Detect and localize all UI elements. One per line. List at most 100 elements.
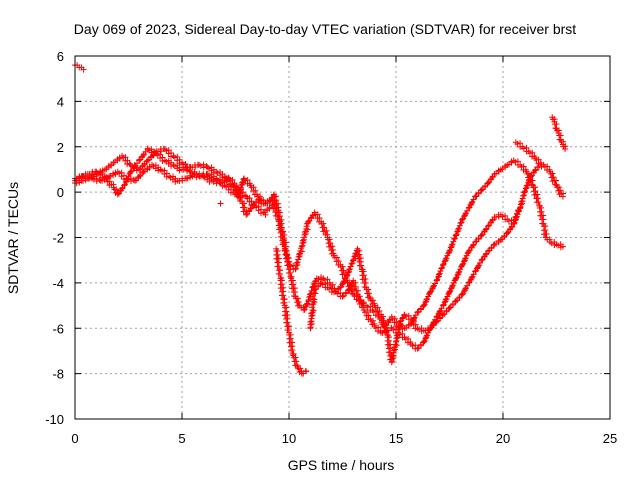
- data-point: [528, 181, 535, 188]
- data-point: [526, 177, 533, 184]
- data-point: [520, 192, 527, 199]
- data-point: [365, 290, 372, 297]
- data-point: [340, 279, 347, 286]
- data-point: [512, 159, 519, 166]
- data-point: [420, 302, 427, 309]
- data-point: [449, 301, 456, 308]
- data-point: [447, 247, 454, 254]
- data-point: [497, 236, 504, 243]
- data-point: [550, 174, 557, 181]
- x-tick-label: 0: [71, 431, 78, 446]
- data-point: [137, 173, 144, 180]
- data-point: [119, 185, 126, 192]
- y-tick-label: -2: [52, 231, 64, 246]
- data-point: [417, 306, 424, 313]
- data-point: [321, 224, 328, 231]
- data-point: [452, 275, 459, 282]
- data-point: [436, 308, 443, 315]
- data-point: [414, 345, 421, 352]
- data-point: [303, 368, 310, 375]
- data-point: [458, 219, 465, 226]
- data-point: [399, 315, 406, 322]
- y-tick-label: -4: [52, 276, 64, 291]
- x-tick-label: 20: [496, 431, 510, 446]
- data-point: [435, 271, 442, 278]
- y-tick-label: 6: [57, 49, 64, 64]
- data-point: [305, 218, 312, 225]
- data-point: [465, 279, 472, 286]
- data-point: [358, 262, 365, 269]
- data-point: [423, 333, 430, 340]
- x-tick-label: 25: [603, 431, 617, 446]
- data-point: [430, 283, 437, 290]
- data-point: [465, 205, 472, 212]
- data-point: [300, 307, 307, 314]
- data-point: [489, 217, 496, 224]
- data-point: [454, 228, 461, 235]
- data-point: [456, 222, 463, 229]
- data-point: [114, 191, 121, 198]
- data-point: [370, 297, 377, 304]
- data-point: [455, 269, 462, 276]
- data-point: [475, 190, 482, 197]
- data-point: [448, 241, 455, 248]
- data-point: [501, 233, 508, 240]
- data-point: [510, 220, 517, 227]
- data-point: [511, 216, 518, 223]
- data-point: [345, 266, 352, 273]
- data-point: [293, 259, 300, 266]
- data-point: [414, 309, 421, 316]
- data-point: [352, 250, 359, 257]
- data-point: [110, 159, 117, 166]
- data-point: [136, 166, 143, 173]
- data-point: [329, 243, 336, 250]
- data-point: [268, 202, 275, 209]
- data-point: [420, 338, 427, 345]
- data-point: [370, 317, 377, 324]
- data-point: [326, 286, 333, 293]
- data-point: [391, 344, 398, 351]
- data-point: [482, 251, 489, 258]
- data-point: [301, 229, 308, 236]
- data-point: [352, 279, 359, 286]
- data-point: [442, 255, 449, 262]
- data-point: [241, 204, 248, 211]
- data-point: [357, 296, 364, 303]
- data-point: [452, 298, 459, 305]
- data-point: [446, 304, 453, 311]
- data-point: [307, 319, 314, 326]
- data-point: [489, 174, 496, 181]
- data-point: [238, 179, 245, 186]
- data-point: [348, 260, 355, 267]
- data-point: [524, 182, 531, 189]
- data-point: [386, 317, 393, 324]
- data-point: [356, 293, 363, 300]
- data-point: [141, 161, 148, 168]
- data-point: [126, 160, 133, 167]
- data-point: [435, 274, 442, 281]
- data-point: [442, 296, 449, 303]
- data-point: [344, 272, 351, 279]
- data-point: [352, 283, 359, 290]
- data-point: [234, 193, 241, 200]
- data-point: [440, 302, 447, 309]
- data-point: [461, 255, 468, 262]
- data-point: [383, 328, 390, 335]
- data-point: [131, 177, 138, 184]
- data-point: [349, 260, 356, 267]
- data-point: [451, 236, 458, 243]
- data-point: [522, 185, 529, 192]
- data-point: [217, 200, 224, 207]
- data-point: [396, 320, 403, 327]
- data-point: [240, 200, 247, 207]
- data-point: [475, 236, 482, 243]
- data-point: [522, 188, 529, 195]
- data-point: [439, 264, 446, 271]
- data-point: [455, 225, 462, 232]
- x-tick-label: 15: [389, 431, 403, 446]
- data-point: [472, 268, 479, 275]
- data-point: [306, 294, 313, 301]
- data-point: [468, 199, 475, 206]
- y-tick-label: -10: [45, 412, 64, 427]
